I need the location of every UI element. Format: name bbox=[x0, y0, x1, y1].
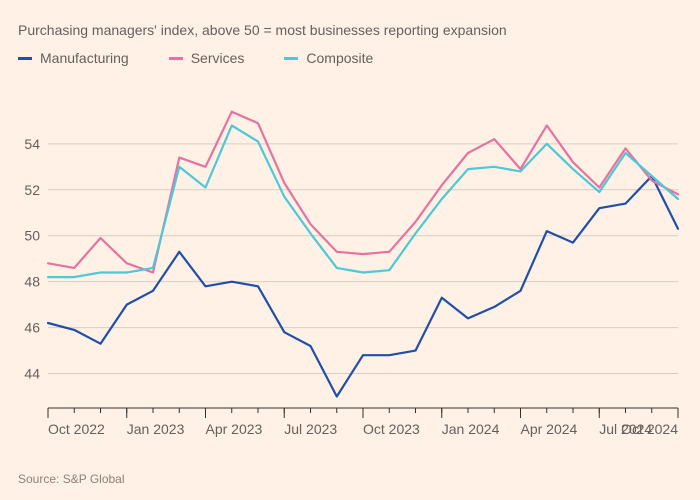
svg-text:Apr 2023: Apr 2023 bbox=[206, 421, 263, 437]
svg-text:Jan 2023: Jan 2023 bbox=[127, 421, 185, 437]
legend-label: Composite bbox=[306, 50, 373, 66]
svg-text:46: 46 bbox=[24, 320, 40, 336]
svg-text:52: 52 bbox=[24, 182, 40, 198]
legend-item: Manufacturing bbox=[18, 50, 129, 66]
legend-item: Composite bbox=[284, 50, 373, 66]
svg-text:Jan 2024: Jan 2024 bbox=[442, 421, 500, 437]
svg-text:48: 48 bbox=[24, 274, 40, 290]
legend-item: Services bbox=[169, 50, 245, 66]
svg-text:Jul 2023: Jul 2023 bbox=[284, 421, 337, 437]
svg-text:Apr 2024: Apr 2024 bbox=[521, 421, 578, 437]
svg-text:44: 44 bbox=[24, 366, 40, 382]
pmi-chart: Purchasing managers' index, above 50 = m… bbox=[0, 0, 700, 500]
legend: Manufacturing Services Composite bbox=[18, 50, 373, 66]
chart-subtitle: Purchasing managers' index, above 50 = m… bbox=[18, 22, 507, 38]
legend-label: Services bbox=[191, 50, 245, 66]
svg-text:50: 50 bbox=[24, 228, 40, 244]
legend-swatch bbox=[284, 57, 298, 60]
source-line: Source: S&P Global bbox=[18, 472, 125, 486]
legend-swatch bbox=[18, 57, 32, 60]
plot-area: 44 46 48 50 52 54 Oct 2022 Jan 2023 Apr 2023 Jul … bbox=[18, 85, 682, 440]
svg-text:Oct 2022: Oct 2022 bbox=[48, 421, 105, 437]
svg-text:54: 54 bbox=[24, 136, 40, 152]
svg-text:Oct 2024: Oct 2024 bbox=[621, 421, 678, 437]
legend-swatch bbox=[169, 57, 183, 60]
legend-label: Manufacturing bbox=[40, 50, 129, 66]
svg-text:Oct 2023: Oct 2023 bbox=[363, 421, 420, 437]
